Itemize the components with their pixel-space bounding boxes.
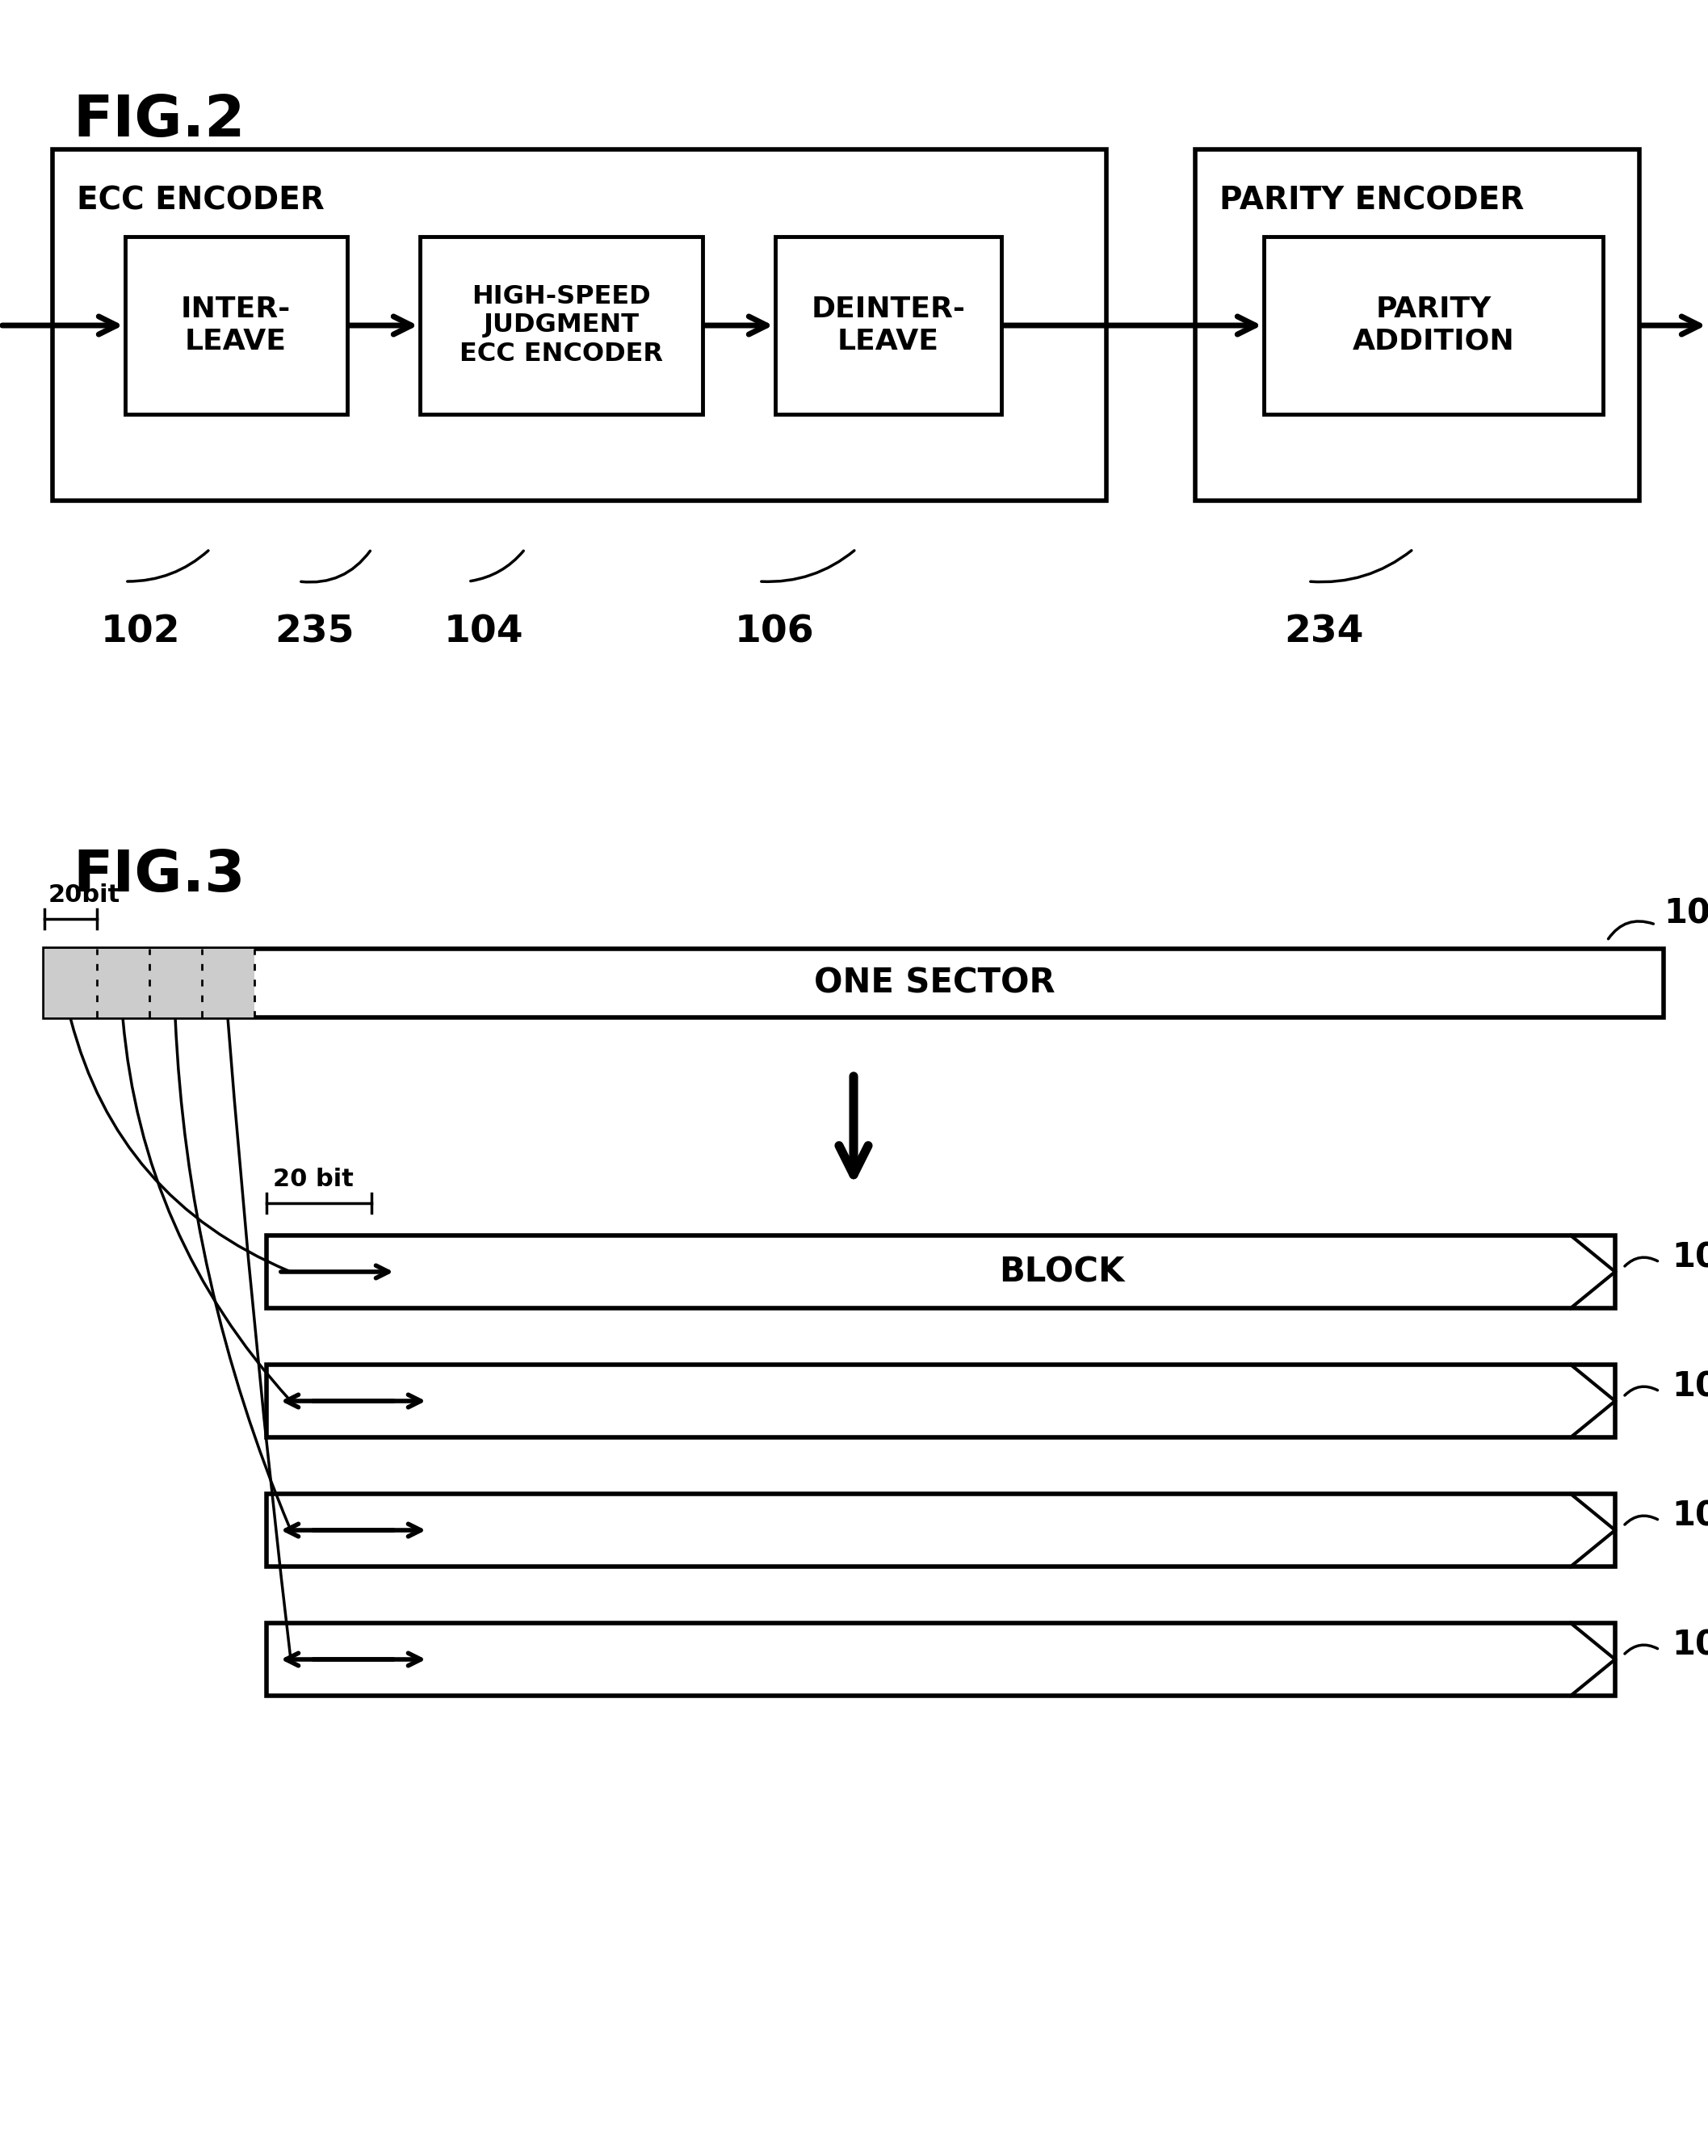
Bar [53, 149, 1107, 500]
Bar [266, 1494, 1616, 1567]
Text: DEINTER-
LEAVE: DEINTER- LEAVE [811, 295, 965, 356]
Bar [266, 1623, 1616, 1697]
Bar [97, 949, 149, 1018]
Text: 1004: 1004 [1672, 1628, 1708, 1662]
Text: HIGH-SPEED
JUDGMENT
ECC ENCODER: HIGH-SPEED JUDGMENT ECC ENCODER [459, 285, 663, 367]
Text: 235: 235 [275, 614, 354, 649]
Bar [1196, 149, 1640, 500]
Bar [266, 1235, 1616, 1309]
Text: 1003: 1003 [1672, 1498, 1708, 1533]
Text: 20bit: 20bit [48, 884, 121, 908]
Text: 234: 234 [1284, 614, 1363, 649]
Text: PARITY
ADDITION: PARITY ADDITION [1353, 295, 1515, 356]
Text: PARITY ENCODER: PARITY ENCODER [1220, 185, 1524, 216]
Bar [202, 949, 254, 1018]
Bar [149, 949, 202, 1018]
Text: BLOCK: BLOCK [999, 1255, 1124, 1289]
Text: FIG.3: FIG.3 [73, 847, 244, 903]
Bar [125, 237, 347, 414]
Bar [775, 237, 1001, 414]
Text: 1002: 1002 [1672, 1369, 1708, 1404]
Text: FIG.2: FIG.2 [73, 93, 244, 149]
Bar [266, 1365, 1616, 1438]
Text: ONE SECTOR: ONE SECTOR [813, 966, 1056, 1000]
Bar [44, 949, 1664, 1018]
Bar [1264, 237, 1604, 414]
Text: INTER-
LEAVE: INTER- LEAVE [181, 295, 290, 356]
Text: 20 bit: 20 bit [273, 1169, 354, 1190]
Text: 102: 102 [101, 614, 181, 649]
Text: 1000: 1000 [1664, 897, 1708, 929]
Text: 104: 104 [444, 614, 524, 649]
Text: 1001: 1001 [1672, 1240, 1708, 1274]
Bar [420, 237, 702, 414]
Text: 106: 106 [734, 614, 815, 649]
Bar [44, 949, 97, 1018]
Text: ECC ENCODER: ECC ENCODER [77, 185, 325, 216]
